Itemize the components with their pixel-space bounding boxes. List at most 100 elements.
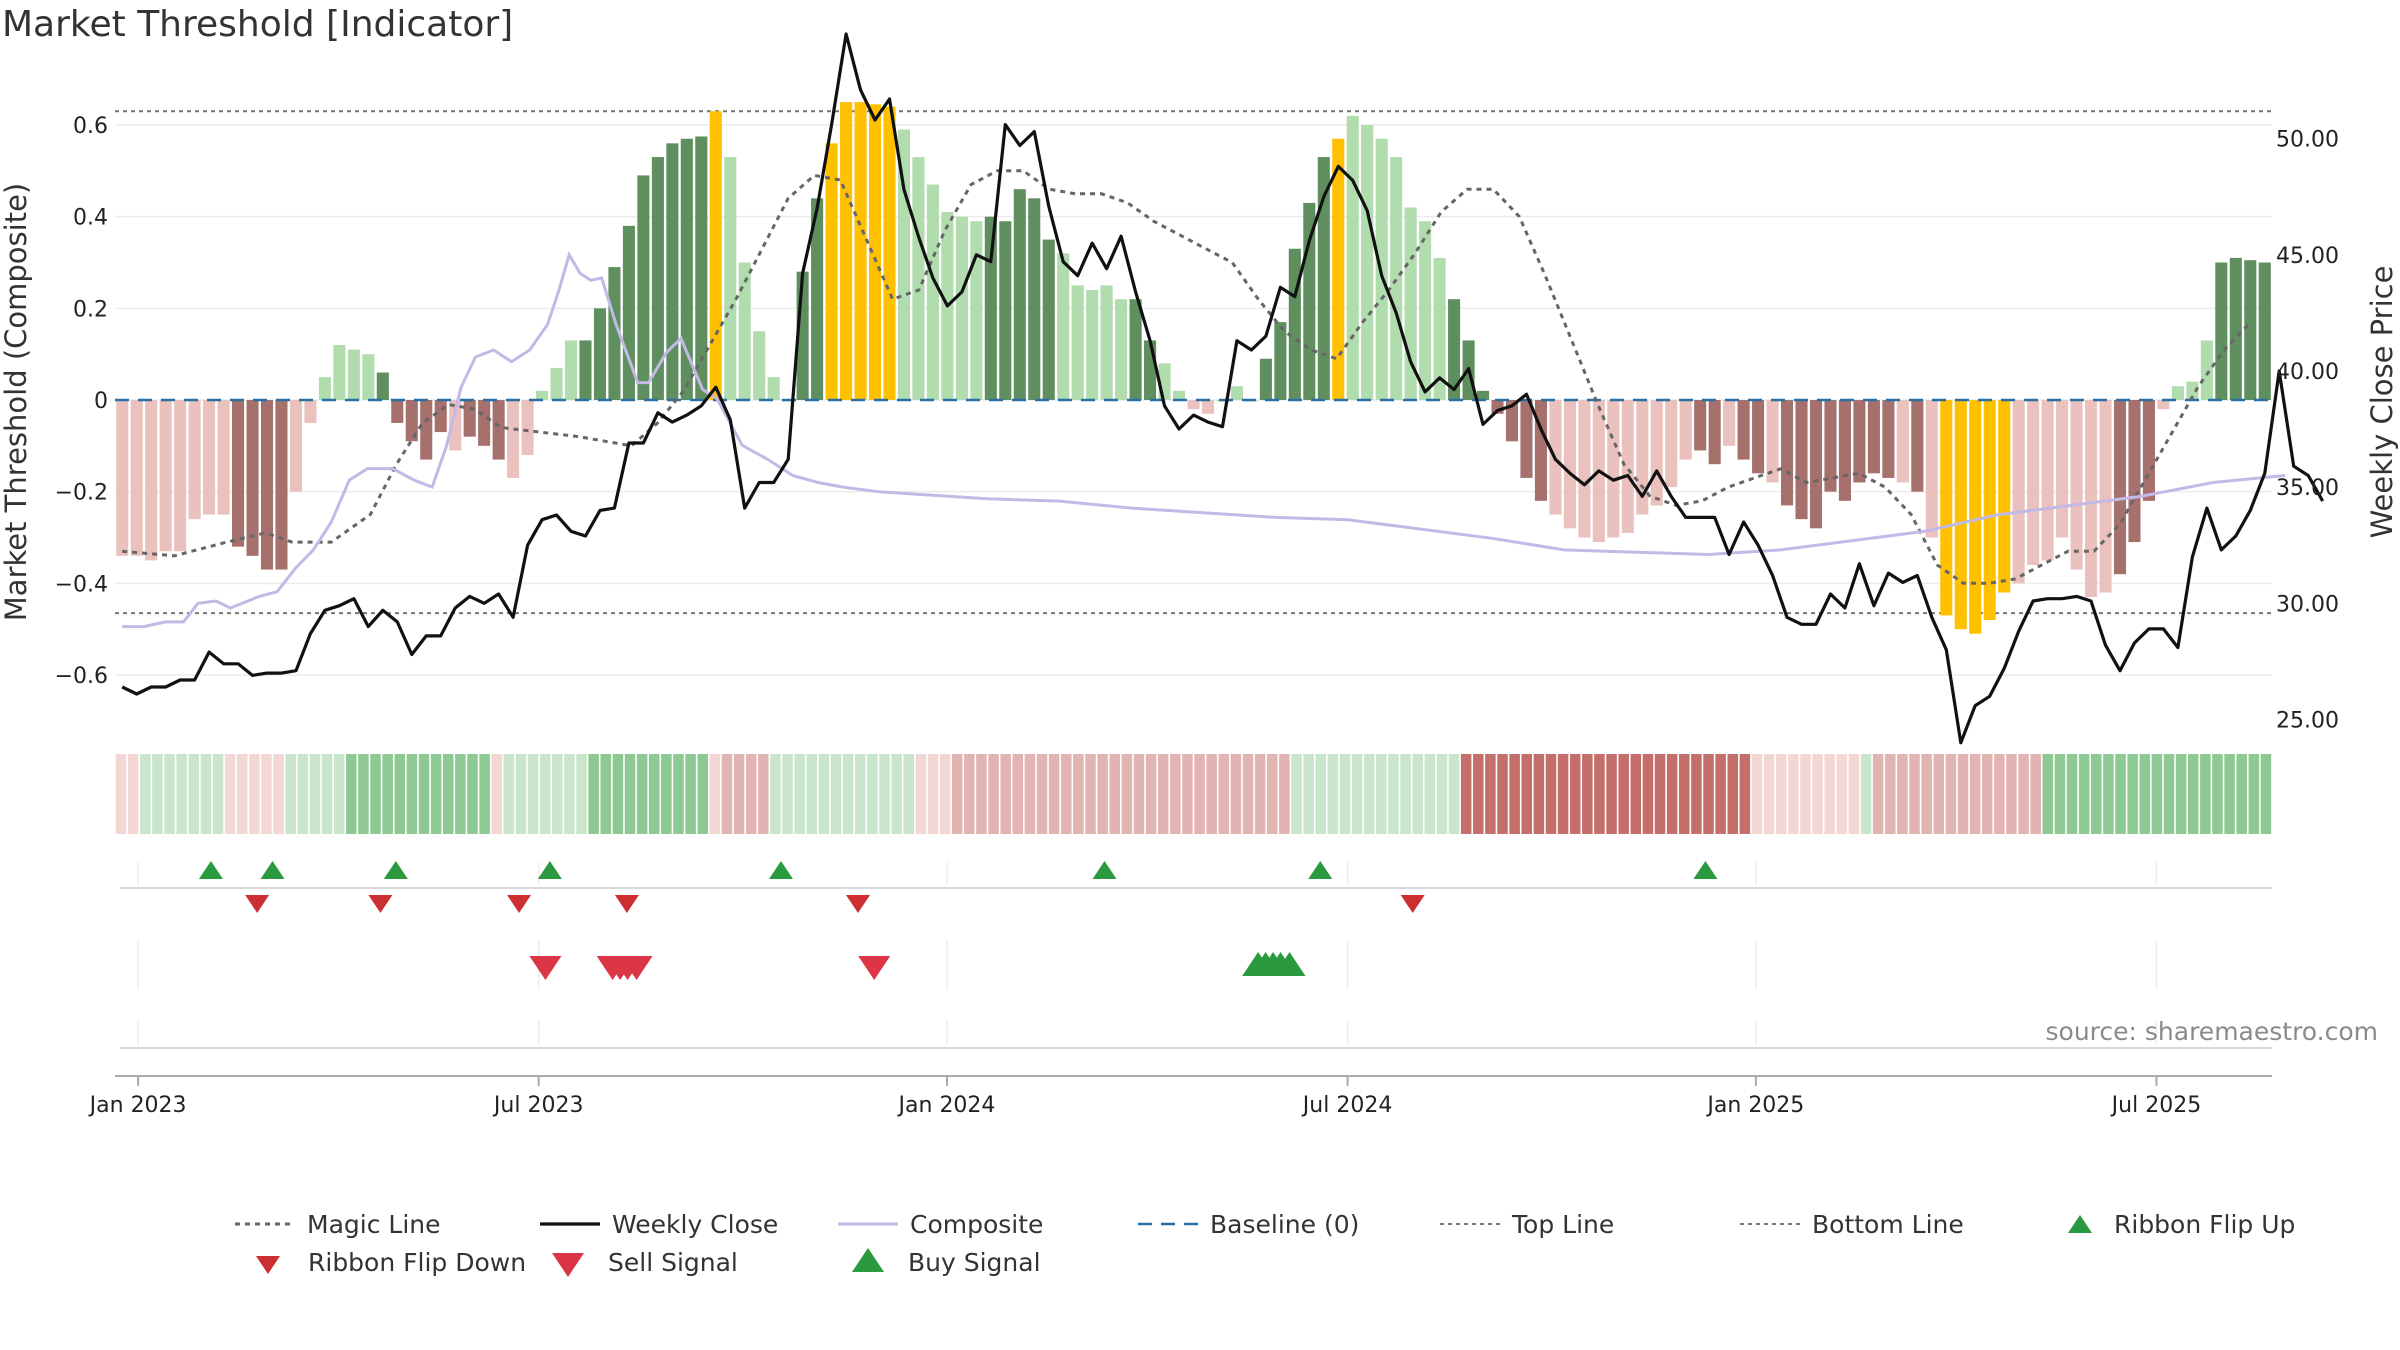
ribbon-cell	[164, 754, 175, 834]
composite-bar	[2113, 400, 2127, 575]
composite-bar	[217, 400, 230, 515]
composite-bar	[1737, 400, 1750, 460]
ribbon-flip-up-marker	[260, 861, 285, 879]
ribbon-cell	[1473, 754, 1484, 834]
ribbon-flip-up-marker	[768, 861, 793, 879]
composite-bar	[1505, 400, 1519, 442]
composite-bar	[753, 331, 766, 400]
ribbon-cell	[1424, 754, 1436, 834]
ribbon-cell	[576, 754, 587, 834]
composite-bar	[2085, 400, 2098, 598]
ribbon-cell	[1400, 754, 1411, 834]
ribbon-flip-down-marker	[846, 895, 871, 913]
legend-entry: Buy Signal	[852, 1248, 1041, 1277]
ribbon-cell	[527, 754, 539, 834]
ribbon-cell	[1957, 754, 1969, 834]
ribbon-flip-up-marker	[198, 861, 223, 879]
ribbon-cell	[709, 754, 721, 834]
chart-title: Market Threshold [Indicator]	[2, 4, 514, 45]
ribbon-cell	[418, 754, 430, 834]
ribbon-cell	[1751, 754, 1763, 834]
composite-bar	[1911, 400, 1924, 492]
ribbon-cell	[2200, 754, 2211, 834]
x-tick-label: Jul 2023	[492, 1093, 584, 1118]
y-tick-label: 0	[94, 389, 108, 414]
ribbon-cell	[1994, 754, 2005, 834]
ribbon-cell	[1388, 754, 1399, 834]
ribbon-cell	[2078, 754, 2090, 834]
ribbon-cell	[1969, 754, 1981, 834]
ribbon-cell	[915, 754, 927, 834]
composite-bar	[145, 400, 158, 561]
ribbon-cell	[1497, 754, 1508, 834]
ribbon-cell	[1763, 754, 1775, 834]
ribbon-cell	[346, 754, 357, 834]
ribbon-cell	[224, 754, 236, 834]
composite-bar	[1476, 390, 1490, 400]
ribbon-cell	[879, 754, 890, 834]
ribbon-cell	[212, 754, 224, 834]
composite-bar	[999, 221, 1012, 400]
composite-bar	[926, 184, 939, 400]
composite-bar	[695, 136, 708, 400]
ribbon-cell	[770, 754, 781, 834]
ribbon-cell	[539, 754, 551, 834]
ribbon-cell	[1909, 754, 1920, 834]
ribbon-cell	[140, 754, 151, 834]
composite-bar	[116, 400, 129, 556]
composite-bar	[1665, 400, 1678, 488]
ribbon-cell	[1739, 754, 1751, 834]
ribbon-cell	[673, 754, 684, 834]
ribbon-cell	[467, 754, 478, 834]
ribbon-cell	[1206, 754, 1217, 834]
legend-swatch	[852, 1248, 884, 1272]
y-tick-label: 0.6	[73, 114, 108, 139]
y-axis-label: Market Threshold (Composite)	[0, 183, 33, 621]
composite-bar	[1346, 115, 1359, 400]
composite-bar	[1781, 400, 1794, 506]
ribbon-cell	[394, 754, 406, 834]
ribbon-flip-down-marker	[368, 895, 393, 913]
ribbon-cell	[1727, 754, 1739, 834]
ribbon-cell	[1945, 754, 1957, 834]
ribbon-cell	[152, 754, 163, 834]
composite-bar	[492, 400, 505, 460]
composite-bar	[391, 400, 404, 423]
ribbon-cell	[1812, 754, 1823, 834]
ribbon-flip-down-marker	[614, 895, 639, 913]
composite-bars	[115, 102, 2272, 634]
composite-bar	[1086, 290, 1099, 400]
ribbon-cell	[1872, 754, 1884, 834]
composite-bar	[2171, 386, 2184, 400]
ribbon-cell	[1036, 754, 1048, 834]
ribbon-cell	[1376, 754, 1387, 834]
legend-entry: Magic Line	[235, 1210, 441, 1239]
ribbon-cell	[1666, 754, 1678, 834]
composite-bar	[1795, 400, 1808, 520]
composite-bar	[854, 102, 867, 400]
legend-entry: Ribbon Flip Up	[2068, 1210, 2295, 1239]
composite-bar	[260, 400, 274, 570]
composite-bar	[1259, 358, 1272, 400]
composite-bar	[304, 400, 317, 423]
composite-bar	[738, 262, 751, 400]
composite-bar	[1838, 400, 1851, 501]
composite-bar	[2099, 400, 2112, 593]
ribbon-cell	[2127, 754, 2138, 834]
ribbon-cell	[2236, 754, 2247, 834]
ribbon-cell	[939, 754, 951, 834]
composite-bar	[2229, 257, 2242, 400]
ribbon-cell	[1218, 754, 1230, 834]
composite-bar	[1636, 400, 1649, 515]
y2-axis-ticks: 50.00 45.00 40.00 35.00 30.00 25.00	[2276, 128, 2339, 734]
ribbon-cell	[552, 754, 563, 834]
composite-bar	[622, 225, 635, 400]
ribbon-cell	[988, 754, 999, 834]
ribbon-cell	[382, 754, 393, 834]
composite-bar	[1042, 239, 1055, 400]
composite-bar	[232, 400, 245, 547]
y-tick-label: 0.4	[73, 206, 108, 231]
composite-bar	[1578, 400, 1591, 538]
composite-bar	[840, 102, 853, 400]
composite-bar	[2027, 400, 2040, 565]
